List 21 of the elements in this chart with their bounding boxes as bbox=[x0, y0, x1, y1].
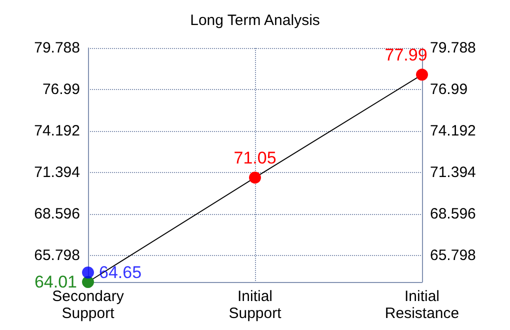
point bbox=[249, 172, 261, 184]
data-label: 64.65 bbox=[99, 263, 142, 282]
chart-title: Long Term Analysis bbox=[190, 12, 320, 29]
y2-tick-label: 76.99 bbox=[430, 80, 468, 98]
y2-tick-label: 68.596 bbox=[430, 205, 476, 222]
y2-tick-label: 71.394 bbox=[430, 164, 476, 181]
data-label: 71.05 bbox=[234, 148, 276, 168]
y2-tick-label: 65.798 bbox=[430, 246, 476, 264]
y-tick-label: 79.788 bbox=[34, 40, 80, 56]
data-label: 77.99 bbox=[384, 46, 428, 65]
y-tick-label: 65.798 bbox=[34, 246, 80, 264]
y-tick-label: 74.192 bbox=[34, 122, 80, 140]
y2-tick-label: 79.788 bbox=[430, 40, 476, 56]
x-tick-label: Initial Resistance bbox=[384, 288, 460, 322]
y-tick-label: 71.394 bbox=[34, 164, 80, 181]
point bbox=[82, 266, 94, 279]
point bbox=[416, 68, 428, 81]
x-tick-label: Initial Support bbox=[228, 288, 282, 322]
y2-tick-label: 74.192 bbox=[430, 122, 476, 140]
y-tick-label: 76.99 bbox=[42, 80, 80, 98]
y-tick-label: 68.596 bbox=[34, 205, 80, 222]
